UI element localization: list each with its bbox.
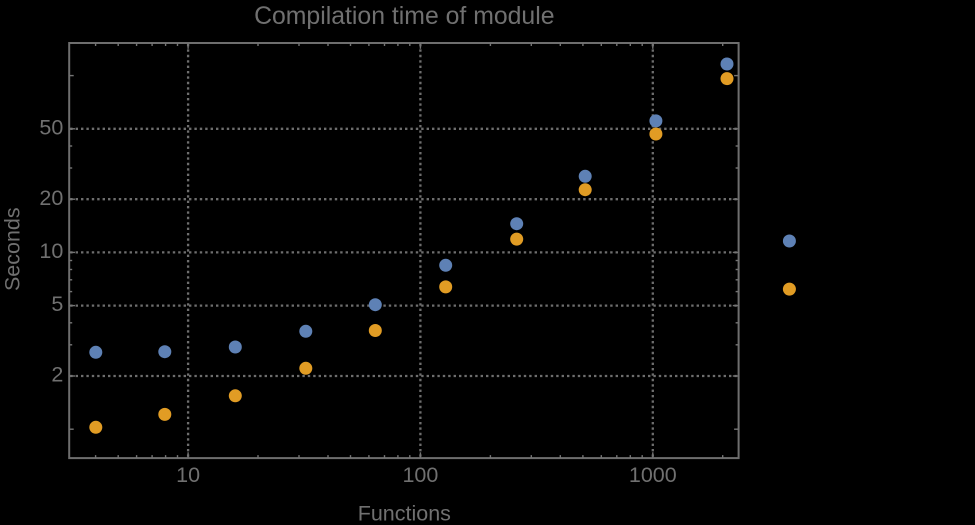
svg-text:10: 10: [39, 239, 63, 263]
svg-text:Functions: Functions: [358, 502, 451, 525]
svg-text:10: 10: [176, 463, 200, 487]
svg-text:50: 50: [39, 115, 63, 139]
svg-text:Seconds: Seconds: [0, 207, 24, 291]
svg-text:Compilation time of module: Compilation time of module: [254, 3, 554, 30]
svg-text:2: 2: [51, 363, 63, 387]
svg-text:20: 20: [39, 186, 63, 210]
svg-text:1000: 1000: [629, 463, 677, 487]
svg-text:5: 5: [51, 292, 63, 316]
svg-text:100: 100: [402, 463, 438, 487]
